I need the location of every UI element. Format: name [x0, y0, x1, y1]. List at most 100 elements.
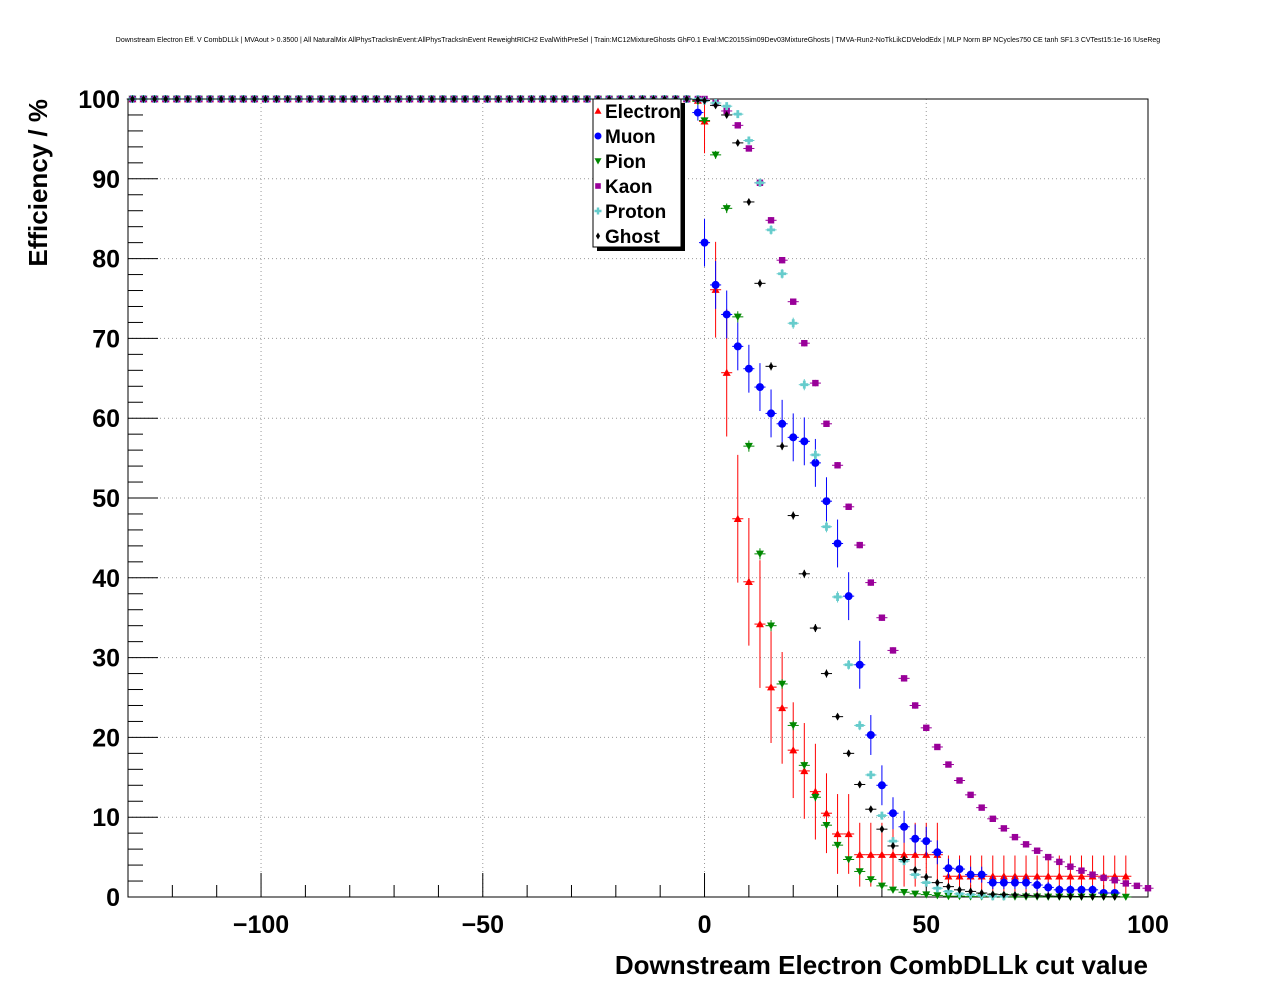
data-marker [1001, 890, 1007, 899]
data-point [754, 279, 766, 288]
data-point [149, 95, 161, 103]
data-marker [866, 850, 875, 858]
data-point [965, 791, 977, 799]
data-point [809, 793, 821, 802]
data-point [820, 521, 833, 533]
data-marker [1033, 872, 1042, 880]
data-point [820, 821, 833, 830]
data-point [470, 95, 482, 103]
data-marker [846, 749, 852, 758]
y-axis-label: Efficiency / % [23, 99, 53, 267]
legend-label: Ghost [605, 227, 661, 248]
data-marker [900, 675, 908, 682]
data-marker [484, 95, 490, 103]
data-point [931, 840, 943, 865]
data-point [942, 858, 954, 878]
data-marker [745, 145, 753, 152]
data-marker [833, 841, 842, 850]
data-point [537, 95, 549, 103]
data-point [1109, 892, 1121, 901]
y-tick-label: 30 [92, 645, 120, 673]
data-point [887, 797, 899, 830]
data-point [843, 572, 855, 621]
data-point [865, 822, 877, 887]
data-point [865, 579, 877, 586]
data-point [976, 889, 988, 898]
data-marker [562, 95, 568, 103]
data-point [809, 379, 821, 387]
data-marker [988, 872, 997, 880]
data-marker [1056, 858, 1063, 866]
data-marker [1033, 847, 1041, 854]
data-marker [418, 95, 424, 103]
data-marker [889, 850, 897, 858]
data-point [787, 702, 799, 799]
data-point [953, 859, 966, 879]
data-marker [789, 433, 798, 442]
data-point [854, 780, 866, 789]
data-point [854, 868, 866, 876]
data-marker [755, 383, 764, 392]
data-marker [833, 539, 842, 548]
data-point [765, 620, 777, 632]
data-point [865, 805, 877, 814]
data-point [820, 773, 833, 854]
chart-title: Downstream Electron Eff. V CombDLLk | MV… [116, 37, 1161, 44]
data-marker [812, 379, 819, 387]
data-marker [1088, 885, 1097, 894]
data-marker [989, 815, 996, 822]
legend-entry: Kaon [595, 177, 653, 198]
data-marker [889, 809, 897, 818]
data-point [865, 770, 877, 779]
data-marker [999, 878, 1008, 887]
data-marker [1077, 872, 1086, 880]
tick-labels: −100 −50 0 50 100 0 10 20 30 40 50 60 70 80 90 100 [78, 86, 1169, 939]
data-marker [1022, 878, 1031, 887]
data-point [942, 887, 954, 896]
data-point [854, 822, 866, 887]
data-marker [856, 541, 863, 549]
data-point [931, 884, 943, 893]
data-marker [833, 592, 842, 601]
data-point [193, 95, 205, 103]
data-point [820, 420, 833, 427]
data-point [1075, 867, 1088, 874]
data-point [137, 95, 150, 103]
data-point [1009, 876, 1021, 890]
data-point [1120, 893, 1132, 901]
data-marker [767, 622, 776, 630]
data-point [776, 679, 788, 689]
data-marker [1055, 885, 1064, 894]
data-marker [373, 95, 379, 103]
data-marker [229, 95, 235, 103]
data-marker [744, 577, 753, 585]
data-marker [141, 95, 146, 103]
x-tick-label: −50 [462, 911, 504, 939]
y-tick-label: 50 [92, 485, 120, 513]
data-marker [967, 791, 974, 799]
data-point [754, 560, 766, 688]
data-point [337, 95, 349, 103]
data-marker [722, 102, 731, 111]
legend-label: Proton [605, 202, 666, 223]
data-marker [811, 794, 820, 802]
data-marker [240, 95, 246, 103]
data-marker [855, 868, 864, 876]
data-point [1098, 874, 1110, 882]
data-marker [1044, 883, 1053, 892]
data-point [514, 95, 527, 103]
data-point [820, 477, 833, 526]
data-marker [823, 420, 830, 427]
data-marker [801, 569, 807, 578]
data-marker [866, 731, 875, 740]
data-marker [130, 95, 135, 103]
data-point [743, 136, 755, 145]
data-marker [551, 95, 557, 103]
x-tick-label: −100 [233, 911, 289, 939]
data-point [698, 99, 711, 154]
y-tick-label: 60 [92, 405, 120, 433]
data-point [909, 824, 921, 854]
data-marker [1121, 872, 1130, 880]
data-marker [1089, 871, 1096, 878]
data-marker [1067, 863, 1074, 870]
